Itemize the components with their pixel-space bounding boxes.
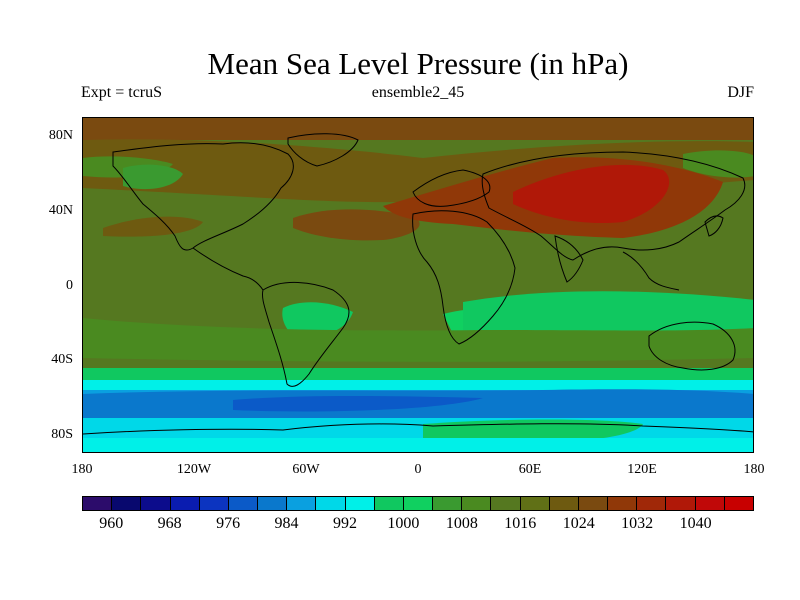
colorbar-swatch <box>345 497 375 510</box>
colorbar-swatch <box>112 497 142 510</box>
coast-australia <box>648 321 736 371</box>
experiment-label: Expt = tcruS <box>81 84 163 101</box>
coast-antarctica <box>83 423 753 435</box>
lon-label-180-left: 180 <box>71 462 93 477</box>
colorbar-swatch <box>199 497 229 510</box>
coast-southeast-asia <box>622 251 680 291</box>
colorbar-swatch <box>637 497 667 510</box>
lat-label-40s: 40S <box>51 352 73 367</box>
field-band-1008 <box>83 368 753 380</box>
pressure-map <box>82 117 754 453</box>
lat-label-80s: 80S <box>51 427 73 442</box>
coast-europe <box>412 169 491 207</box>
coast-north-america <box>112 142 294 251</box>
ensemble-label: ensemble2_45 <box>371 84 465 101</box>
colorbar-label: 1008 <box>445 515 478 532</box>
colorbar-swatch <box>433 497 463 510</box>
lat-label-40n: 40N <box>48 203 73 218</box>
colorbar-label: 1032 <box>621 515 654 532</box>
coast-india <box>554 235 584 283</box>
lon-label-0: 0 <box>414 462 422 477</box>
lon-label-60e: 60E <box>518 462 542 477</box>
field-antarctic-bottom <box>83 438 753 452</box>
colorbar-swatch <box>287 497 317 510</box>
colorbar-label: 968 <box>157 515 182 532</box>
field-siberian-high-core <box>513 164 670 224</box>
lon-label-120w: 120W <box>176 462 212 477</box>
colorbar-swatch <box>549 497 579 510</box>
field-pacific-high <box>103 216 203 237</box>
colorbar-label: 992 <box>332 515 357 532</box>
colorbar-swatch <box>170 497 200 510</box>
colorbar-swatch <box>403 497 434 510</box>
colorbar-swatch <box>258 497 288 510</box>
colorbar-swatch <box>462 497 492 510</box>
field-band-1000 <box>83 380 753 390</box>
coast-asia <box>481 151 746 261</box>
colorbar-swatch <box>374 497 404 510</box>
colorbar-label: 976 <box>216 515 241 532</box>
coast-africa <box>412 210 516 345</box>
coast-south-america <box>262 281 350 387</box>
colorbar-label: 1016 <box>504 515 537 532</box>
lon-label-60w: 60W <box>292 462 320 477</box>
colorbar-swatch <box>695 497 725 510</box>
colorbar-swatch <box>578 497 609 510</box>
field-pacific-low <box>683 150 753 178</box>
season-label: DJF <box>727 84 754 101</box>
colorbar-swatch <box>608 497 638 510</box>
colorbar-label: 960 <box>99 515 124 532</box>
colorbar-label: 984 <box>274 515 299 532</box>
colorbar-swatch <box>666 497 696 510</box>
lon-label-180-right: 180 <box>743 462 765 477</box>
colorbar-swatch <box>141 497 171 510</box>
colorbar-swatch <box>491 497 521 510</box>
coastlines <box>83 133 753 435</box>
colorbar-swatch <box>83 497 113 510</box>
coast-central-america <box>192 247 264 291</box>
coast-japan <box>704 215 724 237</box>
lat-label-0: 0 <box>66 278 73 293</box>
pressure-colorbar <box>82 496 754 511</box>
field-south-america-low <box>282 302 353 337</box>
field-southern-high <box>83 318 753 362</box>
colorbar-label: 1000 <box>387 515 420 532</box>
field-arctic <box>83 118 753 140</box>
colorbar-swatch <box>520 497 550 510</box>
field-band-antarctic-edge <box>83 418 753 438</box>
field-deep-low <box>233 396 483 412</box>
field-atlantic-high <box>293 209 420 241</box>
colorbar-swatch <box>228 497 259 510</box>
colorbar-label: 1040 <box>679 515 712 532</box>
lat-label-80n: 80N <box>48 128 73 143</box>
field-icelandic-low <box>123 164 183 190</box>
coast-greenland <box>287 133 359 167</box>
colorbar-swatch <box>724 497 753 510</box>
colorbar-swatch <box>316 497 346 510</box>
lon-label-120e: 120E <box>627 462 657 477</box>
colorbar-label: 1024 <box>562 515 595 532</box>
map-title: Mean Sea Level Pressure (in hPa) <box>207 46 629 81</box>
